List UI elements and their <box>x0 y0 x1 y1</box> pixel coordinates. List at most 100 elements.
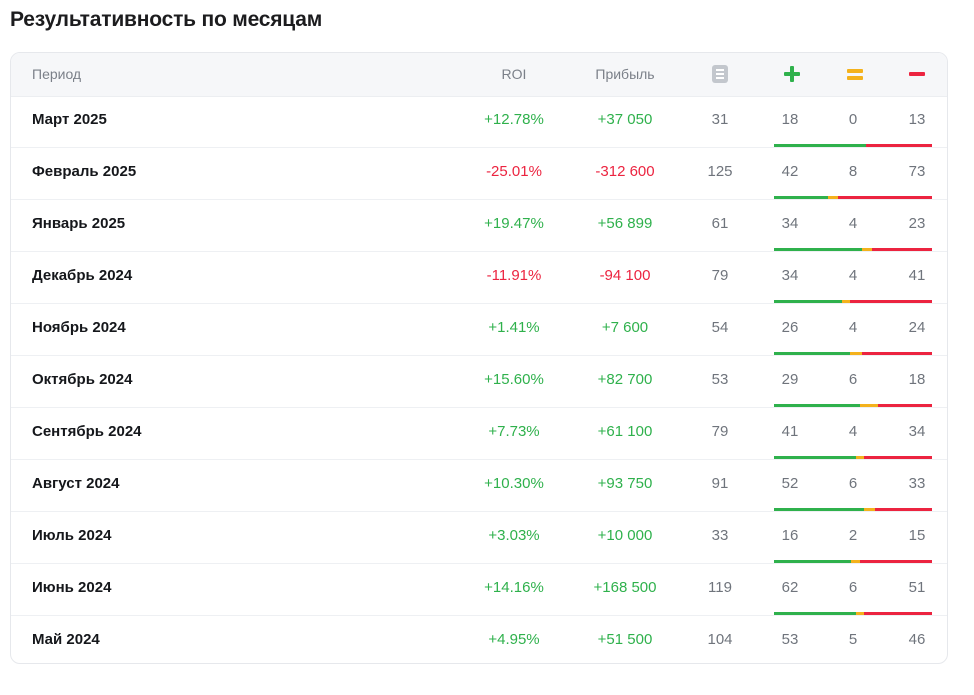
result-ratio-bar <box>774 196 932 199</box>
document-icon[interactable] <box>712 65 728 83</box>
period-cell: Май 2024 <box>32 631 100 648</box>
wins-segment <box>774 196 828 199</box>
losses-cell: 23 <box>908 215 926 232</box>
minus-icon[interactable] <box>909 72 925 76</box>
period-cell: Август 2024 <box>32 475 120 492</box>
draws-segment <box>860 404 879 407</box>
column-header-period[interactable]: Период <box>32 66 82 82</box>
losses-segment <box>874 508 932 511</box>
wins-cell: 62 <box>781 579 799 596</box>
table-row[interactable]: Март 2025 +12.78% +37 050 31 18 0 13 <box>11 96 947 148</box>
roi-cell: +14.16% <box>484 579 544 596</box>
profit-cell: -94 100 <box>599 267 651 284</box>
draws-segment <box>856 456 864 459</box>
draws-cell: 4 <box>848 423 858 440</box>
table-row[interactable]: Август 2024 +10.30% +93 750 91 52 6 33 <box>11 460 947 512</box>
draws-cell: 6 <box>848 475 858 492</box>
period-cell: Июль 2024 <box>32 527 112 544</box>
roi-cell: -25.01% <box>486 163 542 180</box>
table-row[interactable]: Июль 2024 +3.03% +10 000 33 16 2 15 <box>11 512 947 564</box>
draws-segment <box>864 508 875 511</box>
losses-cell: 15 <box>908 527 926 544</box>
draws-segment <box>862 248 873 251</box>
roi-cell: +4.95% <box>488 631 540 648</box>
losses-cell: 46 <box>908 631 926 648</box>
table-row[interactable]: Декабрь 2024 -11.91% -94 100 79 34 4 41 <box>11 252 947 304</box>
table-row[interactable]: Октябрь 2024 +15.60% +82 700 53 29 6 18 <box>11 356 947 408</box>
losses-cell: 51 <box>908 579 926 596</box>
draws-cell: 2 <box>848 527 858 544</box>
wins-cell: 16 <box>781 527 799 544</box>
plus-icon[interactable] <box>784 66 800 82</box>
losses-segment <box>838 196 932 199</box>
total-bets-cell: 54 <box>711 319 729 336</box>
total-bets-cell: 31 <box>711 111 729 128</box>
roi-cell: +12.78% <box>484 111 544 128</box>
profit-cell: +10 000 <box>597 527 653 544</box>
roi-cell: +3.03% <box>488 527 540 544</box>
wins-cell: 26 <box>781 319 799 336</box>
draws-cell: 6 <box>848 579 858 596</box>
losses-segment <box>850 300 932 303</box>
losses-cell: 73 <box>908 163 926 180</box>
losses-segment <box>860 560 932 563</box>
period-cell: Февраль 2025 <box>32 163 137 180</box>
result-ratio-bar <box>774 300 932 303</box>
wins-segment <box>774 456 856 459</box>
result-ratio-bar <box>774 456 932 459</box>
losses-segment <box>872 248 932 251</box>
table-row[interactable]: Февраль 2025 -25.01% -312 600 125 42 8 73 <box>11 148 947 200</box>
roi-cell: -11.91% <box>486 267 542 284</box>
table-row[interactable]: Сентябрь 2024 +7.73% +61 100 79 41 4 34 <box>11 408 947 460</box>
draws-cell: 8 <box>848 163 858 180</box>
wins-segment <box>774 404 861 407</box>
roi-cell: +10.30% <box>484 475 544 492</box>
draws-cell: 4 <box>848 215 858 232</box>
period-cell: Июнь 2024 <box>32 579 112 596</box>
result-ratio-bar <box>774 144 932 147</box>
losses-cell: 18 <box>908 371 926 388</box>
wins-segment <box>774 300 842 303</box>
period-cell: Октябрь 2024 <box>32 371 133 388</box>
period-cell: Январь 2025 <box>32 215 126 232</box>
losses-segment <box>865 144 932 147</box>
table-row[interactable]: Май 2024 +4.95% +51 500 104 53 5 46 <box>11 616 947 663</box>
wins-segment <box>774 248 863 251</box>
period-cell: Декабрь 2024 <box>32 267 133 284</box>
roi-cell: +1.41% <box>488 319 540 336</box>
roi-cell: +7.73% <box>488 423 540 440</box>
profit-cell: +168 500 <box>593 579 657 596</box>
total-bets-cell: 33 <box>711 527 729 544</box>
result-ratio-bar <box>774 404 932 407</box>
table-header: Период ROI Прибыль <box>11 53 947 97</box>
total-bets-cell: 79 <box>711 267 729 284</box>
profit-cell: +51 500 <box>597 631 653 648</box>
draws-cell: 0 <box>848 111 858 128</box>
table-row[interactable]: Ноябрь 2024 +1.41% +7 600 54 26 4 24 <box>11 304 947 356</box>
wins-cell: 53 <box>781 631 799 648</box>
profit-cell: -312 600 <box>595 163 655 180</box>
total-bets-cell: 91 <box>711 475 729 492</box>
losses-segment <box>878 404 932 407</box>
table-row[interactable]: Январь 2025 +19.47% +56 899 61 34 4 23 <box>11 200 947 252</box>
page-title: Результативность по месяцам <box>10 8 323 31</box>
roi-cell: +15.60% <box>484 371 544 388</box>
column-header-roi[interactable]: ROI <box>501 66 527 82</box>
losses-cell: 13 <box>908 111 926 128</box>
equals-icon[interactable] <box>847 67 863 81</box>
result-ratio-bar <box>774 560 932 563</box>
total-bets-cell: 119 <box>708 579 732 596</box>
column-header-profit[interactable]: Прибыль <box>595 66 655 82</box>
period-cell: Сентябрь 2024 <box>32 423 142 440</box>
wins-cell: 41 <box>781 423 799 440</box>
draws-cell: 4 <box>848 319 858 336</box>
profit-cell: +93 750 <box>597 475 653 492</box>
wins-segment <box>774 560 851 563</box>
losses-cell: 24 <box>908 319 926 336</box>
draws-cell: 5 <box>848 631 858 648</box>
draws-segment <box>842 300 850 303</box>
wins-cell: 34 <box>781 215 799 232</box>
losses-segment <box>864 456 932 459</box>
table-row[interactable]: Июнь 2024 +14.16% +168 500 119 62 6 51 <box>11 564 947 616</box>
losses-cell: 34 <box>908 423 926 440</box>
